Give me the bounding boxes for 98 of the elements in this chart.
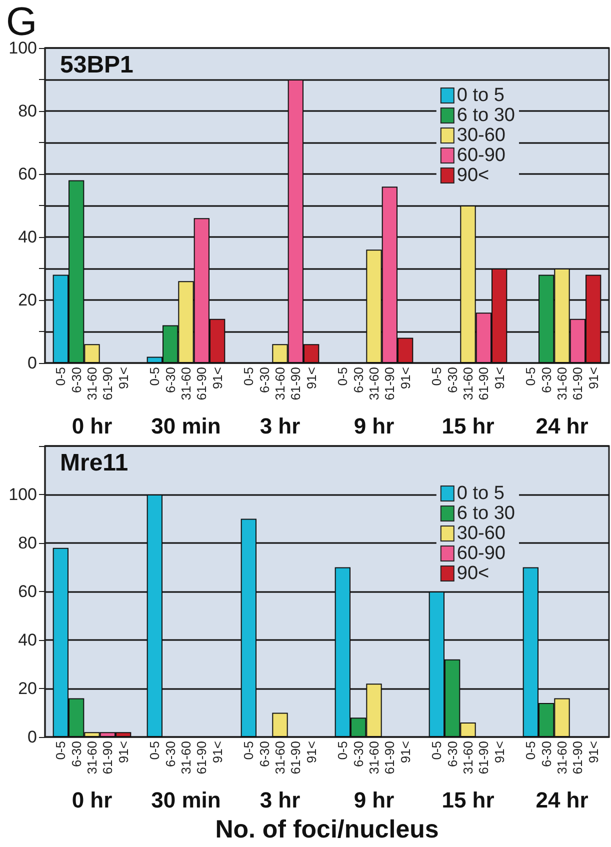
text: 31-60 [84,741,100,774]
y-tick-label: 60 [18,164,37,184]
y-tick-label: 0 [28,354,37,372]
legend-label: 90< [456,563,490,584]
text: 31-60 [84,367,100,400]
text: 0-5 [53,367,68,386]
y-tick-label: 40 [18,228,37,246]
text: 0-5 [523,741,538,760]
x-tick-label: 15 hr [442,414,495,438]
x-tick-label: 24 hr [536,788,589,812]
text: 61-90 [100,367,116,400]
text: 61-90 [476,367,492,400]
legend-label: 6 to 30 [456,105,516,126]
y-tick-label: 80 [18,102,37,120]
text: 61-90 [100,741,116,774]
legend-label: 90< [456,165,490,186]
x-tick-label: 0 hr [72,788,113,812]
text: 91< [304,741,319,764]
y-tick-label: 60 [18,582,37,601]
legend-label: 30-60 [456,523,506,544]
y-tick-label: 80 [18,534,37,552]
text: 0-5 [53,741,68,760]
legend-label: 60-90 [456,145,506,166]
legend-label: 60-90 [456,543,506,564]
chart-title: Mre11 [60,450,128,476]
text: 6-30 [538,741,554,768]
text: 91< [586,741,601,764]
y-tick-label: 0 [28,728,37,746]
y-tick-label: 20 [18,679,37,698]
text: 0-5 [523,367,538,386]
text: 6-30 [444,741,460,768]
chart-title: 53BP1 [60,52,134,78]
text: 6-30 [350,741,366,768]
text: 0-5 [335,367,350,386]
text: 31-60 [554,367,570,400]
x-tick-label: 3 hr [260,414,301,438]
text: 61-90 [382,367,398,400]
y-tick-label: 40 [18,630,37,650]
x-tick-label: 30 min [151,414,221,438]
text: 91< [210,367,225,390]
text: 6-30 [444,367,460,394]
text: 31-60 [178,367,194,400]
text: 0-5 [241,741,256,760]
text: 31-60 [178,741,194,774]
y-tick-label: 20 [18,290,37,310]
text: 91< [210,741,225,764]
text: 0-5 [429,367,444,386]
text: 61-90 [288,741,304,774]
text: 6-30 [162,741,178,768]
text: 6-30 [256,741,272,768]
x-tick-label: 3 hr [260,788,301,812]
text: 31-60 [460,741,476,774]
text: 6-30 [538,367,554,394]
text: 6-30 [162,367,178,394]
text: 91< [116,741,131,764]
text: 31-60 [272,741,288,774]
text: 0-5 [147,367,162,386]
text: 0-5 [241,367,256,386]
text: 31-60 [272,367,288,400]
text: 31-60 [366,741,382,774]
text: 91< [398,367,413,390]
text: 6-30 [350,367,366,394]
x-tick-label: 0 hr [72,414,113,438]
x-tick-label: 24 hr [536,414,589,438]
text: 61-90 [476,741,492,774]
legend-label: 0 to 5 [456,483,504,504]
text: 31-60 [554,741,570,774]
text: 91< [492,367,507,390]
legend-label: 30-60 [456,125,506,146]
text: 0-5 [147,741,162,760]
text: 6-30 [68,741,84,768]
text: 31-60 [366,367,382,400]
legend-label: 0 to 5 [456,85,504,106]
x-tick-label: 9 hr [354,788,395,812]
text: 6-30 [256,367,272,394]
text: 61-90 [570,367,586,400]
x-tick-label: 30 min [151,788,221,812]
text: 61-90 [194,741,210,774]
text: 0-5 [335,741,350,760]
x-axis-title: No. of foci/nucleus [215,816,439,844]
text: 6-30 [68,367,84,394]
text: 91< [398,741,413,764]
text: 91< [116,367,131,390]
y-tick-label: 100 [8,38,37,58]
text: 91< [492,741,507,764]
text: 61-90 [382,741,398,774]
x-tick-label: 15 hr [442,788,495,812]
text: 61-90 [570,741,586,774]
text: 91< [586,367,601,390]
legend-label: 6 to 30 [456,503,516,524]
text: 61-90 [194,367,210,400]
y-tick-label: 100 [8,485,37,504]
text: 91< [304,367,319,390]
bar [272,712,288,737]
text: 0-5 [429,741,444,760]
text: 31-60 [460,367,476,400]
x-tick-label: 9 hr [354,414,395,438]
text: 61-90 [288,367,304,400]
